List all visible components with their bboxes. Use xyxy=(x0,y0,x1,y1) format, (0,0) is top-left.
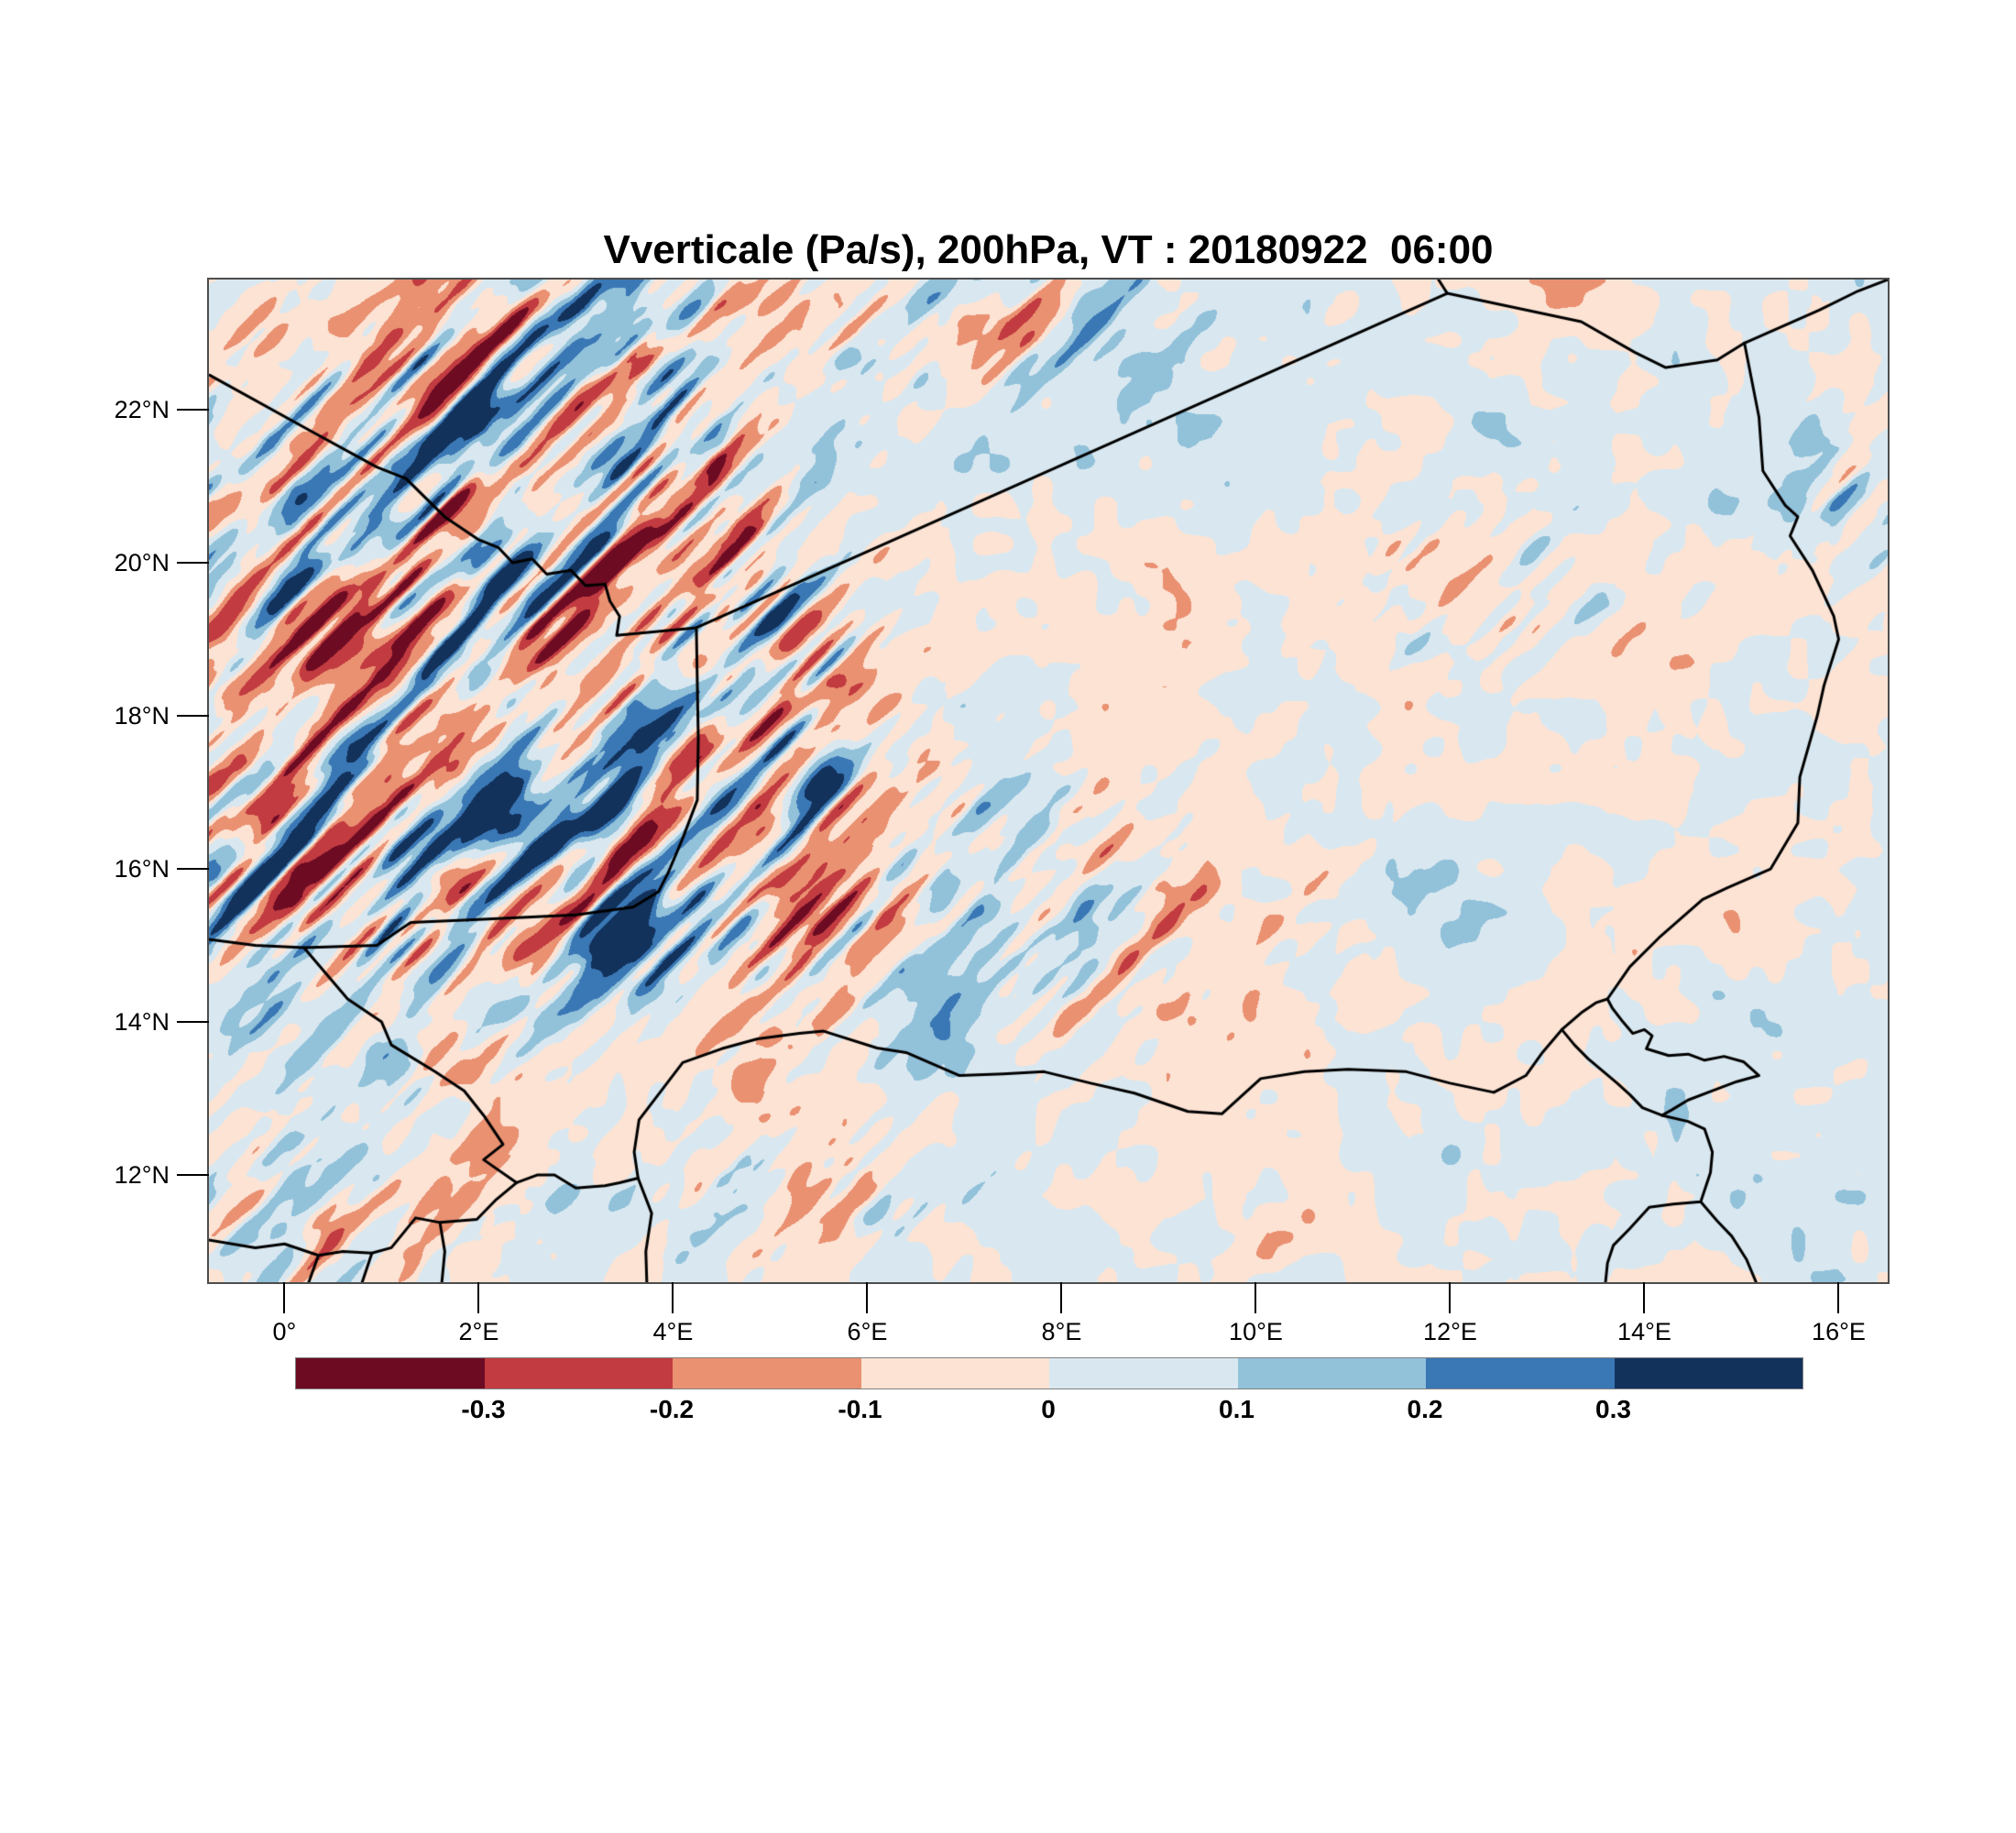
x-axis-tick xyxy=(672,1282,674,1313)
y-axis-tick-label: 18°N xyxy=(114,702,170,730)
colorbar-segment xyxy=(673,1358,861,1388)
colorbar-tick-label: 0.2 xyxy=(1407,1395,1443,1423)
map-plot-area xyxy=(209,280,1888,1282)
x-axis-tick-label: 12°E xyxy=(1423,1318,1477,1345)
colorbar-tick-label: 0.3 xyxy=(1595,1395,1631,1423)
y-axis-tick xyxy=(177,408,209,411)
x-axis-tick xyxy=(1449,1282,1452,1313)
colorbar-segment xyxy=(484,1358,673,1388)
x-axis-tick-label: 14°E xyxy=(1617,1318,1671,1345)
x-axis-tick-label: 16°E xyxy=(1812,1318,1866,1345)
x-axis-tick xyxy=(1255,1282,1257,1313)
colorbar-segment xyxy=(1426,1358,1615,1388)
colorbar-tick-label: -0.1 xyxy=(838,1395,882,1423)
colorbar-tick-label: 0.1 xyxy=(1219,1395,1255,1423)
y-axis-tick-label: 12°N xyxy=(114,1161,170,1190)
y-axis-tick-label: 20°N xyxy=(114,548,170,576)
x-axis-tick-label: 2°E xyxy=(458,1318,499,1345)
y-axis-tick xyxy=(177,1021,209,1024)
x-axis-tick-label: 10°E xyxy=(1229,1318,1283,1345)
x-axis-tick xyxy=(1643,1282,1646,1313)
colorbar-tick-label: -0.2 xyxy=(649,1395,695,1423)
contour-map-canvas xyxy=(209,280,1888,1282)
chart-title: Vverticale (Pa/s), 200hPa, VT : 20180922… xyxy=(603,227,1494,272)
x-axis-tick xyxy=(1837,1282,1840,1313)
colorbar-tick-label: 0 xyxy=(1041,1395,1056,1423)
colorbar xyxy=(295,1357,1803,1389)
x-axis-tick xyxy=(1060,1282,1063,1313)
y-axis-tick xyxy=(177,715,209,717)
x-axis-tick-label: 0° xyxy=(272,1318,297,1345)
colorbar-segment xyxy=(1237,1358,1426,1388)
x-axis-tick xyxy=(283,1282,286,1313)
x-axis-tick-label: 8°E xyxy=(1041,1318,1082,1345)
colorbar-segment xyxy=(296,1358,485,1388)
x-axis-tick-label: 6°E xyxy=(847,1318,888,1345)
colorbar-segment xyxy=(860,1358,1049,1388)
colorbar-segment xyxy=(1049,1358,1238,1388)
x-axis-tick-label: 4°E xyxy=(652,1318,694,1345)
colorbar-segment xyxy=(1614,1358,1802,1388)
y-axis-tick-label: 22°N xyxy=(114,395,170,423)
y-axis-tick xyxy=(177,868,209,871)
y-axis-tick xyxy=(177,561,209,564)
y-axis-tick xyxy=(177,1174,209,1177)
colorbar-tick-label: -0.3 xyxy=(461,1395,506,1423)
y-axis-tick-label: 14°N xyxy=(114,1008,170,1037)
x-axis-tick xyxy=(866,1282,869,1313)
y-axis-tick-label: 16°N xyxy=(114,855,170,884)
x-axis-tick xyxy=(477,1282,480,1313)
